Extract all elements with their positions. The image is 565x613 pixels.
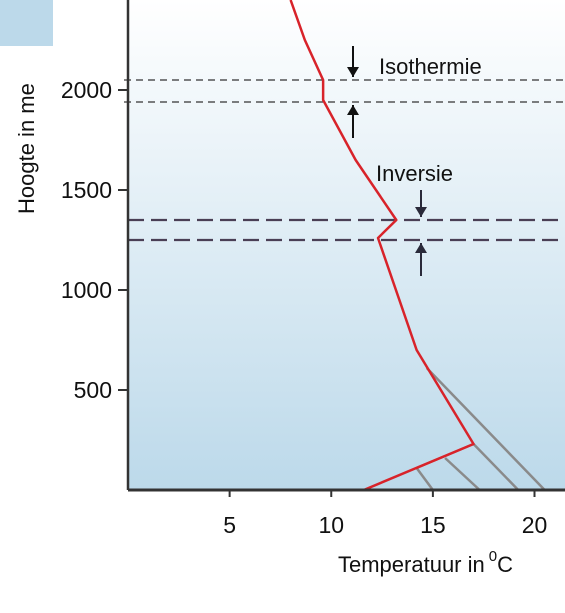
temperature-profile-line (289, 0, 475, 492)
y-tick-label: 1000 (61, 277, 112, 303)
gray-lines (415, 367, 546, 491)
axes (126, 0, 565, 492)
y-tick-label: 2000 (61, 77, 112, 103)
layer-lines (124, 79, 565, 242)
red-connector-line (416, 442, 474, 470)
isothermie-down-arrow-head (347, 67, 359, 77)
gray-adiabat-line (415, 467, 434, 491)
gray-adiabat-line (472, 443, 520, 491)
y-axis-title: Hoogte in me (14, 83, 39, 214)
annotations: Isothermie Inversie (347, 46, 482, 276)
x-axis-unit-superscript: 0 (489, 548, 497, 565)
x-axis-unit: C (497, 552, 513, 577)
y-tick-label: 500 (74, 377, 112, 403)
x-tick-label: 5 (223, 512, 236, 538)
x-tick-label: 15 (420, 512, 446, 538)
y-tick-label: 1500 (61, 177, 112, 203)
isothermie-label: Isothermie (379, 54, 482, 79)
plot-background (128, 0, 565, 490)
x-tick-label: 20 (522, 512, 548, 538)
gray-adiabat-line (444, 457, 481, 491)
inversie-down-arrow-head (415, 207, 427, 217)
corner-panel (0, 0, 53, 46)
inversie-up-arrow-head (415, 243, 427, 253)
ticks: 500 1000 1500 2000 5 10 15 20 (61, 77, 547, 538)
x-axis-title: Temperatuur in 0C (338, 548, 513, 577)
gray-adiabat-line (425, 367, 546, 491)
isothermie-up-arrow-head (347, 105, 359, 115)
inversie-label: Inversie (376, 161, 453, 186)
series-lines (289, 0, 475, 492)
x-tick-label: 10 (318, 512, 344, 538)
